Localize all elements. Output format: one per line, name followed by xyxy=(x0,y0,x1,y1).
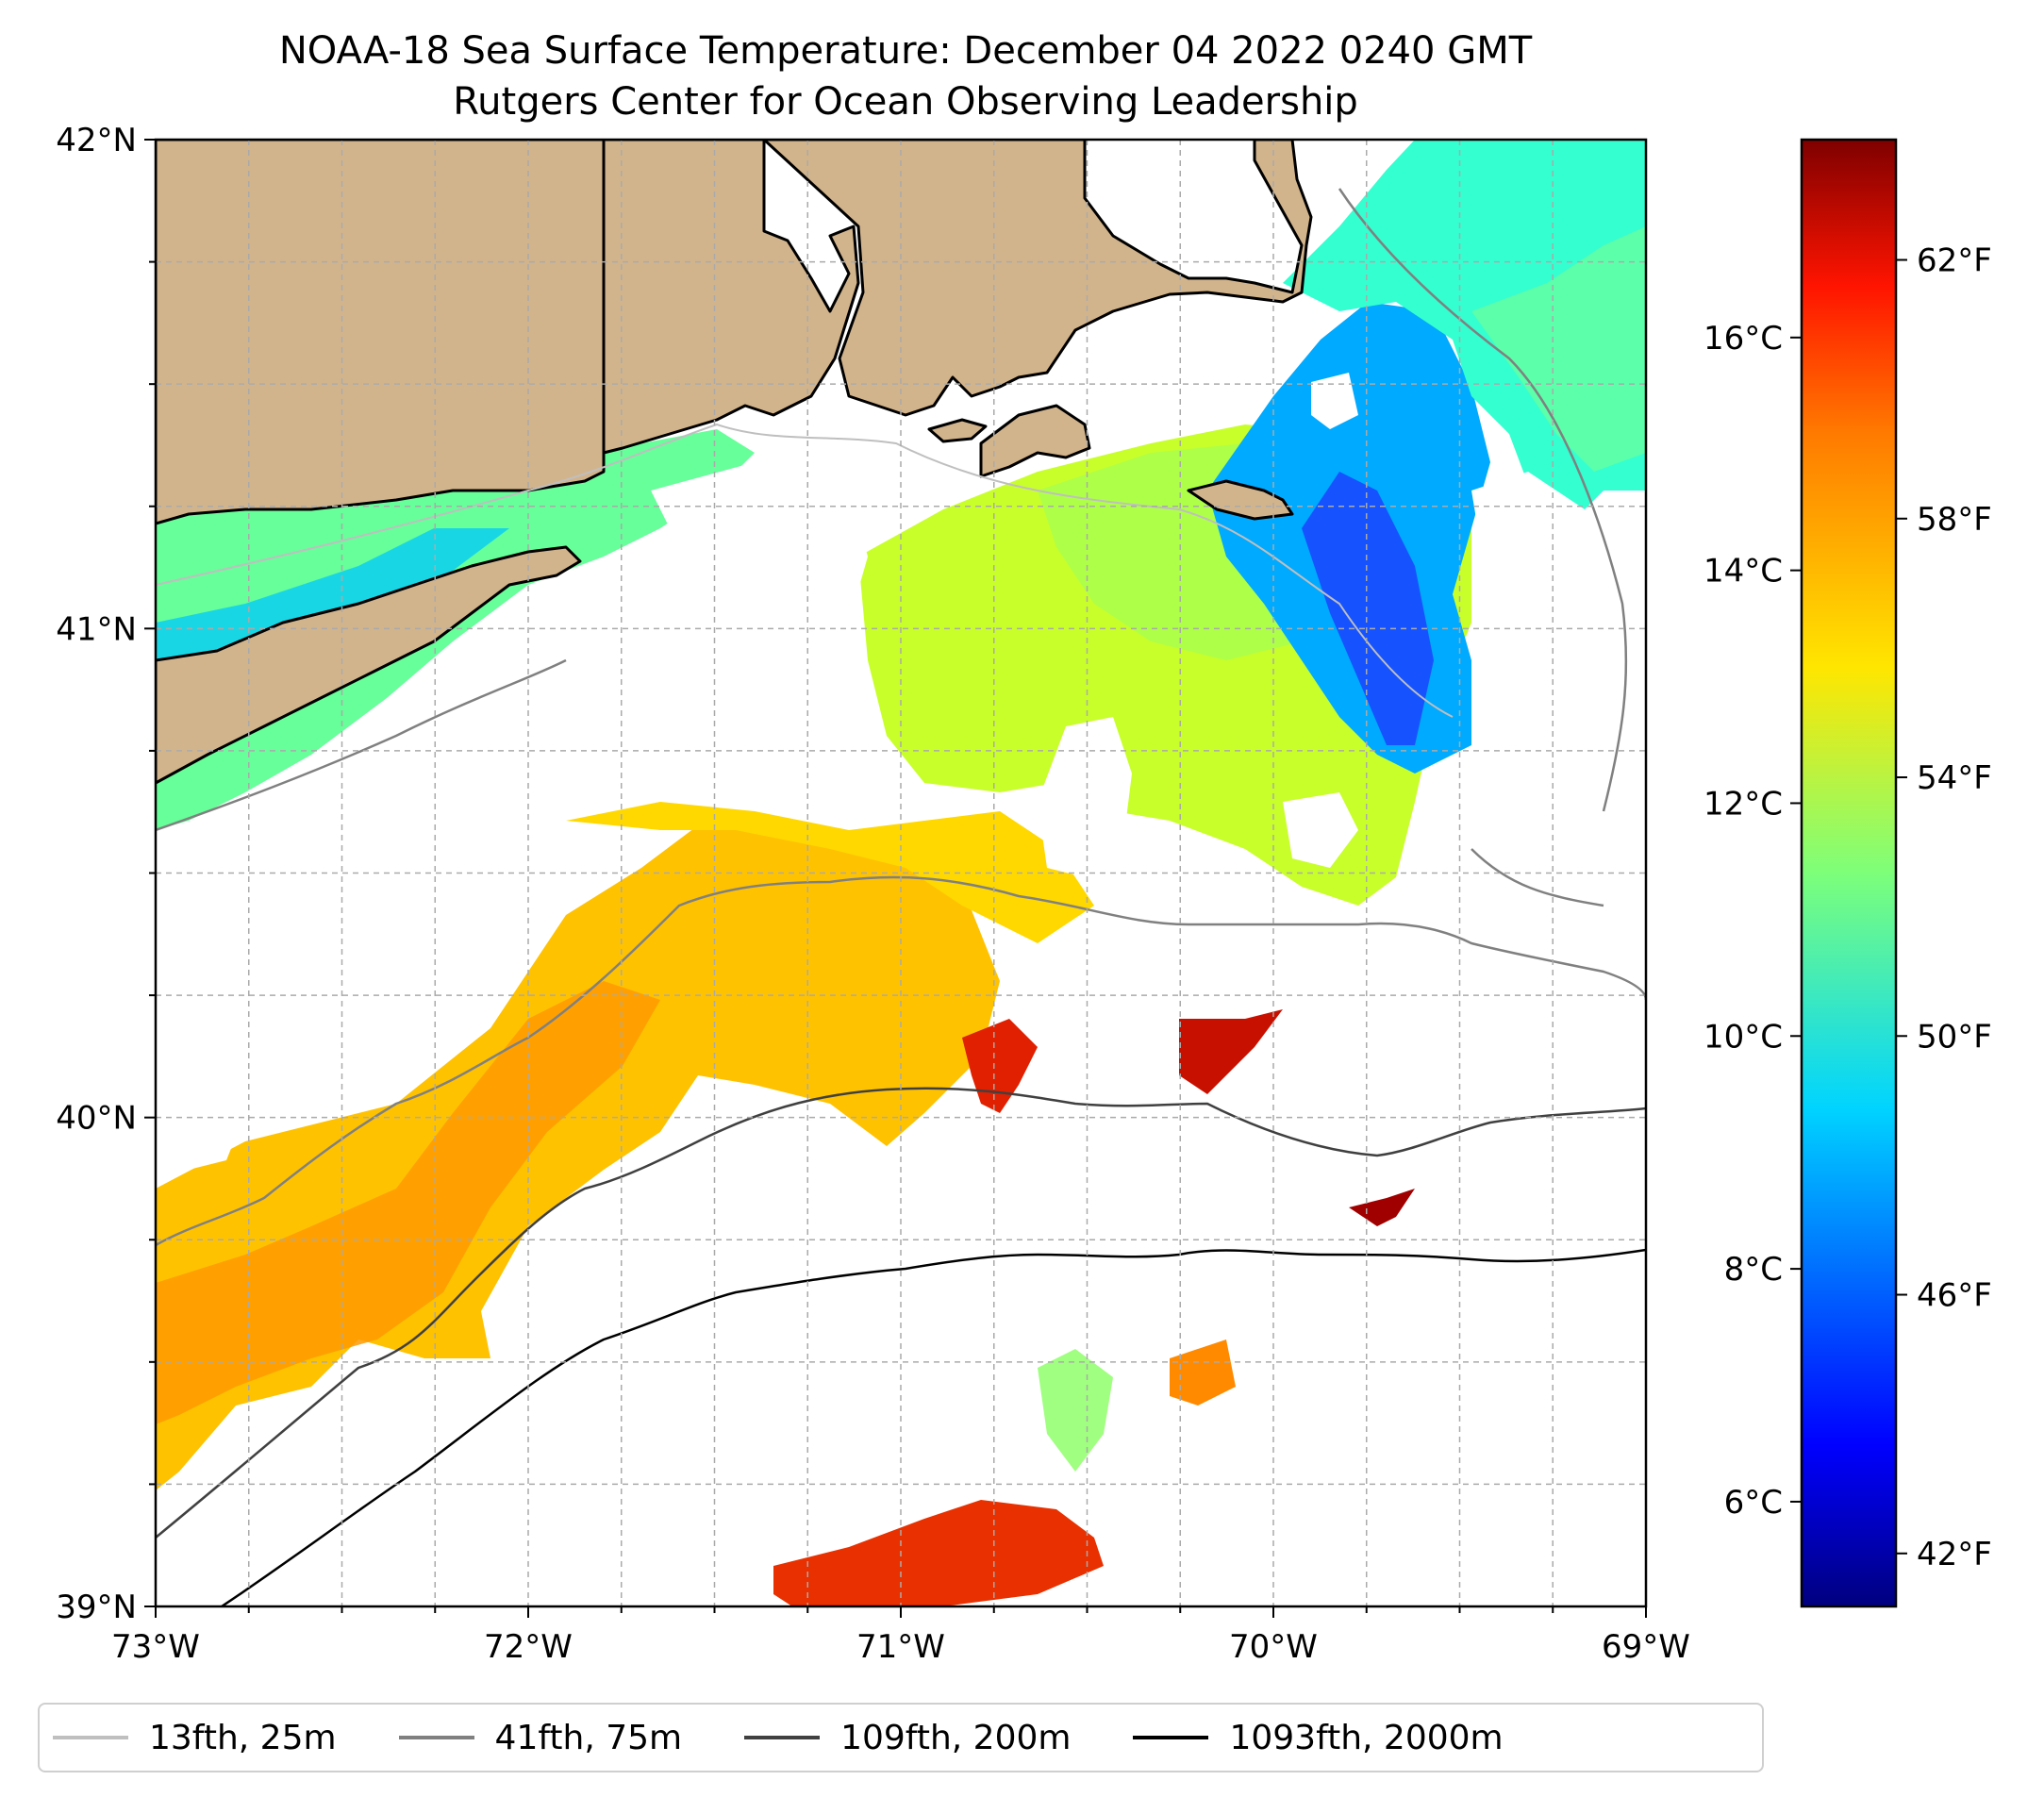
legend-item: 41fth, 75m xyxy=(398,1718,683,1757)
land-marthas-vineyard xyxy=(979,404,1091,478)
sst-cold-sound xyxy=(156,528,509,660)
sst-southern-warm-patch xyxy=(773,1500,1104,1606)
bathymetry-contours xyxy=(156,188,1646,1606)
colorbar-fahrenheit-label: 50°F xyxy=(1917,1018,1992,1056)
sst-hot-eddy-1 xyxy=(1349,1189,1415,1226)
contour-200m xyxy=(156,1087,1646,1539)
map-plot-area xyxy=(156,140,1646,1606)
colorbar-celsius-label: 14°C xyxy=(1703,553,1783,591)
cloud-gaps xyxy=(156,373,1646,1170)
legend-line-swatch xyxy=(1133,1736,1209,1739)
cloud-gap-4 xyxy=(1038,717,1132,877)
sst-southern-green-patch xyxy=(1038,1349,1113,1472)
x-tick-label: 70°W xyxy=(1229,1628,1318,1666)
land-rhode-island xyxy=(602,140,860,455)
chart-subtitle: Rutgers Center for Ocean Observing Leade… xyxy=(453,80,1358,124)
colorbar-celsius-label: 10°C xyxy=(1703,1018,1783,1056)
land-long-island xyxy=(156,545,582,785)
land-masses xyxy=(156,140,1313,785)
x-tick-label: 73°W xyxy=(111,1628,200,1666)
colorbar-axes: 6°C 8°C 10°C 12°C 14°C 16°C 42°F 46°F 50°F 54°F 58… xyxy=(1703,242,1992,1573)
x-tick-label: 72°W xyxy=(484,1628,573,1666)
cloud-gap-6 xyxy=(1471,472,1646,943)
sst-field xyxy=(156,140,1646,1606)
legend-item: 109fth, 200m xyxy=(744,1719,1071,1757)
legend-label: 1093fth, 2000m xyxy=(1229,1718,1504,1757)
colorbar-fahrenheit-label: 54°F xyxy=(1917,759,1992,797)
colorbar-celsius-label: 16°C xyxy=(1703,320,1783,358)
map-axes: 73°W 72°W 71°W 70°W 69°W 39°N 40°N 41°N 42°N xyxy=(56,122,1690,1666)
x-tick-label: 69°W xyxy=(1602,1628,1690,1666)
contour-legend: 13fth, 25m 41fth, 75m 109fth, 200m 1093fth,… xyxy=(38,1703,1764,1772)
legend-item: 1093fth, 2000m xyxy=(1133,1718,1504,1757)
sst-warmer-core xyxy=(156,981,660,1424)
chart-title: NOAA-18 Sea Surface Temperature: Decembe… xyxy=(278,29,1533,73)
legend-label: 109fth, 200m xyxy=(840,1718,1072,1757)
legend-line-swatch xyxy=(744,1736,821,1739)
contour-75m xyxy=(156,188,1628,907)
cloud-gap-2 xyxy=(245,830,415,981)
colorbar-celsius-label: 6°C xyxy=(1724,1484,1783,1522)
contour-2000m xyxy=(221,1248,1646,1606)
colorbar-fahrenheit-label: 62°F xyxy=(1917,242,1992,280)
cloud-gap-7 xyxy=(1283,792,1358,868)
legend-item: 13fth, 25m xyxy=(53,1719,337,1757)
land-connecticut xyxy=(156,140,606,525)
colorbar xyxy=(1800,138,1898,1608)
land-elizabeth-islands xyxy=(927,418,988,443)
colorbar-celsius-label: 8°C xyxy=(1724,1251,1783,1289)
sst-warm-patch xyxy=(566,802,1094,943)
sst-coldest-shoals xyxy=(1302,472,1434,745)
x-tick-label: 71°W xyxy=(856,1628,945,1666)
colorbar-fahrenheit-label: 58°F xyxy=(1917,501,1992,539)
contour-25m xyxy=(156,423,1454,718)
legend-line-swatch xyxy=(53,1736,128,1739)
legend-label: 13fth, 25m xyxy=(149,1718,337,1757)
legend-line-swatch xyxy=(398,1736,474,1739)
y-tick-label: 41°N xyxy=(56,610,137,648)
colorbar-fahrenheit-label: 46°F xyxy=(1917,1277,1992,1315)
y-tick-label: 40°N xyxy=(56,1100,137,1138)
legend-label: 41fth, 75m xyxy=(494,1718,683,1757)
sst-eastern-green xyxy=(1471,226,1646,472)
cloud-gap-5 xyxy=(1311,373,1358,429)
y-tick-label: 39°N xyxy=(56,1589,137,1626)
sst-shelf-water xyxy=(156,429,755,830)
sst-hot-filament-2 xyxy=(1179,1009,1283,1094)
contour-75m-south xyxy=(156,875,1646,1247)
colorbar-celsius-label: 12°C xyxy=(1703,785,1783,823)
y-tick-label: 42°N xyxy=(56,122,137,159)
cloud-gap-1 xyxy=(604,462,868,774)
cloud-gap-3 xyxy=(156,1075,245,1170)
colorbar-fahrenheit-label: 42°F xyxy=(1917,1536,1992,1573)
sst-southern-orange-patch xyxy=(1170,1339,1236,1406)
